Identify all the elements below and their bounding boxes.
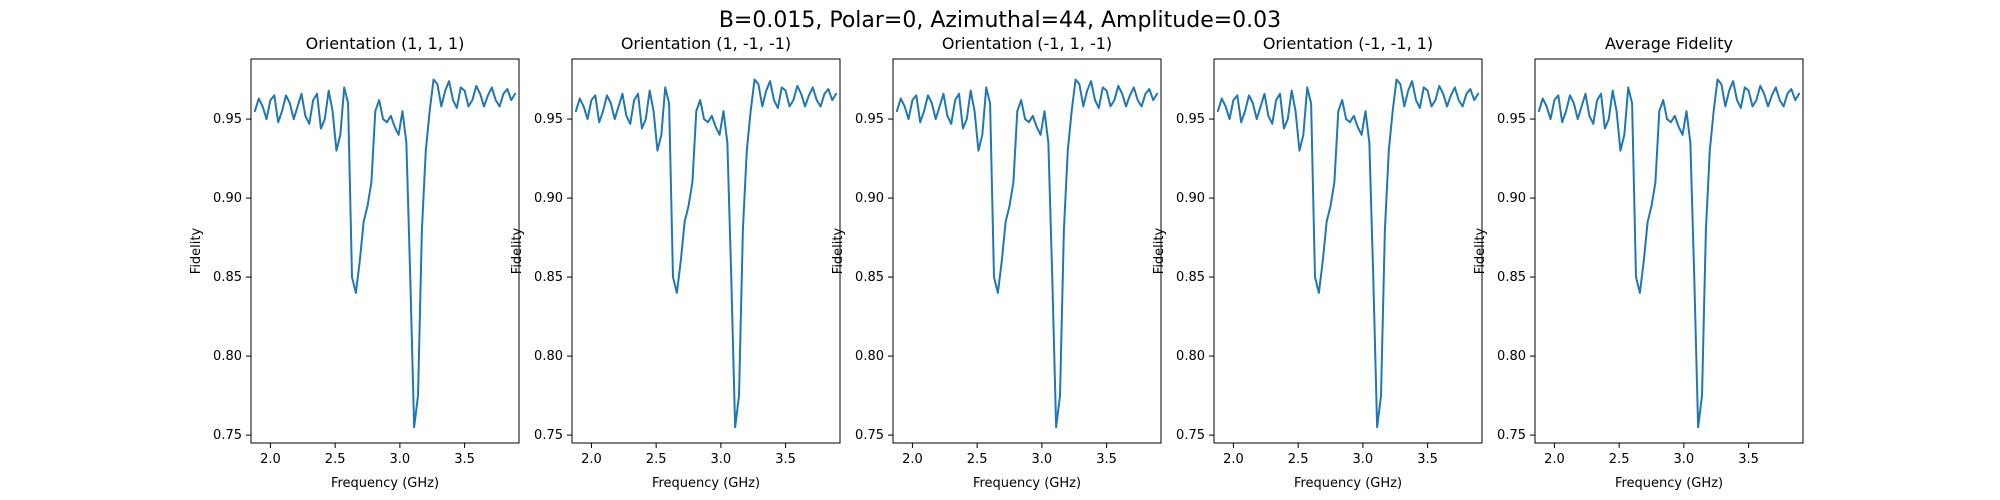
x-tick-label: 2.5: [1609, 452, 1630, 467]
y-tick-label: 0.75: [213, 428, 242, 443]
subplots-group: Orientation (1, 1, 1) 2.0 2.5 3.0 3.5 0.75 0.8…: [189, 34, 1804, 491]
y-tick-label: 0.75: [855, 428, 884, 443]
y-tick-label: 0.85: [534, 270, 563, 285]
fidelity-series-line: [253, 78, 517, 429]
subplot-5: Average Fidelity 2.0 2.5 3.0 3.5 0.75 0.80 0.85…: [1473, 34, 1804, 491]
axes-frame: [1534, 58, 1804, 444]
y-tick-label: 0.80: [534, 349, 563, 364]
y-tick-label: 0.75: [1176, 428, 1205, 443]
x-tick-label: 3.0: [1353, 452, 1374, 467]
y-tick-label: 0.85: [1176, 270, 1205, 285]
fidelity-series-line: [895, 78, 1159, 429]
y-tick-label: 0.95: [534, 112, 563, 127]
x-tick-label: 2.5: [646, 452, 667, 467]
y-axis-label: Fidelity: [831, 227, 846, 274]
fidelity-series-line: [574, 78, 838, 429]
subplot-3: Orientation (-1, 1, -1) 2.0 2.5 3.0 3.5 0.75 0…: [831, 34, 1162, 491]
x-tick-label: 2.5: [967, 452, 988, 467]
x-axis-label: Frequency (GHz): [1294, 476, 1402, 491]
subplot-title: Orientation (1, 1, 1): [306, 34, 465, 53]
axes-frame: [571, 58, 841, 444]
x-tick-label: 3.5: [1096, 452, 1117, 467]
subplot-4: Orientation (-1, -1, 1) 2.0 2.5 3.0 3.5 0.75 0…: [1152, 34, 1483, 491]
y-tick-label: 0.85: [855, 270, 884, 285]
x-axis-label: Frequency (GHz): [331, 476, 439, 491]
y-axis-label: Fidelity: [1473, 227, 1488, 274]
y-tick-label: 0.75: [534, 428, 563, 443]
subplot-title: Orientation (-1, 1, -1): [942, 34, 1112, 53]
x-tick-label: 3.0: [1032, 452, 1053, 467]
x-tick-label: 2.5: [1288, 452, 1309, 467]
subplot-2: Orientation (1, -1, -1) 2.0 2.5 3.0 3.5 0.75 0…: [510, 34, 841, 491]
subplot-title: Average Fidelity: [1605, 34, 1733, 53]
y-tick-label: 0.80: [1176, 349, 1205, 364]
subplot-title: Orientation (-1, -1, 1): [1263, 34, 1433, 53]
y-tick-label: 0.95: [1176, 112, 1205, 127]
y-tick-label: 0.80: [855, 349, 884, 364]
y-tick-label: 0.85: [213, 270, 242, 285]
y-tick-label: 0.80: [213, 349, 242, 364]
y-axis-label: Fidelity: [189, 227, 204, 274]
y-tick-label: 0.90: [855, 191, 884, 206]
x-axis-label: Frequency (GHz): [1615, 476, 1723, 491]
x-tick-label: 2.0: [581, 452, 602, 467]
y-tick-label: 0.90: [213, 191, 242, 206]
x-tick-label: 2.0: [902, 452, 923, 467]
axes-frame: [1213, 58, 1483, 444]
axes-frame: [892, 58, 1162, 444]
x-tick-label: 2.0: [1544, 452, 1565, 467]
y-tick-label: 0.95: [855, 112, 884, 127]
x-tick-label: 2.5: [325, 452, 346, 467]
y-tick-label: 0.90: [1497, 191, 1526, 206]
x-tick-label: 3.5: [1738, 452, 1759, 467]
fidelity-series-line: [1216, 78, 1480, 429]
x-axis-label: Frequency (GHz): [973, 476, 1081, 491]
figure-title: B=0.015, Polar=0, Azimuthal=44, Amplitud…: [719, 8, 1281, 33]
fidelity-series-line: [1537, 78, 1801, 429]
y-tick-label: 0.90: [1176, 191, 1205, 206]
subplot-title: Orientation (1, -1, -1): [621, 34, 791, 53]
subplot-1: Orientation (1, 1, 1) 2.0 2.5 3.0 3.5 0.75 0.8…: [189, 34, 520, 491]
x-tick-label: 2.0: [1223, 452, 1244, 467]
x-tick-label: 3.5: [775, 452, 796, 467]
x-axis-label: Frequency (GHz): [652, 476, 760, 491]
y-tick-label: 0.95: [213, 112, 242, 127]
x-tick-label: 3.0: [390, 452, 411, 467]
y-axis-label: Fidelity: [510, 227, 525, 274]
y-tick-label: 0.90: [534, 191, 563, 206]
y-tick-label: 0.80: [1497, 349, 1526, 364]
x-tick-label: 3.5: [454, 452, 475, 467]
y-tick-label: 0.85: [1497, 270, 1526, 285]
y-tick-label: 0.75: [1497, 428, 1526, 443]
y-tick-label: 0.95: [1497, 112, 1526, 127]
y-axis-label: Fidelity: [1152, 227, 1167, 274]
x-tick-label: 2.0: [260, 452, 281, 467]
axes-frame: [250, 58, 520, 444]
x-tick-label: 3.0: [711, 452, 732, 467]
x-tick-label: 3.0: [1674, 452, 1695, 467]
x-tick-label: 3.5: [1417, 452, 1438, 467]
